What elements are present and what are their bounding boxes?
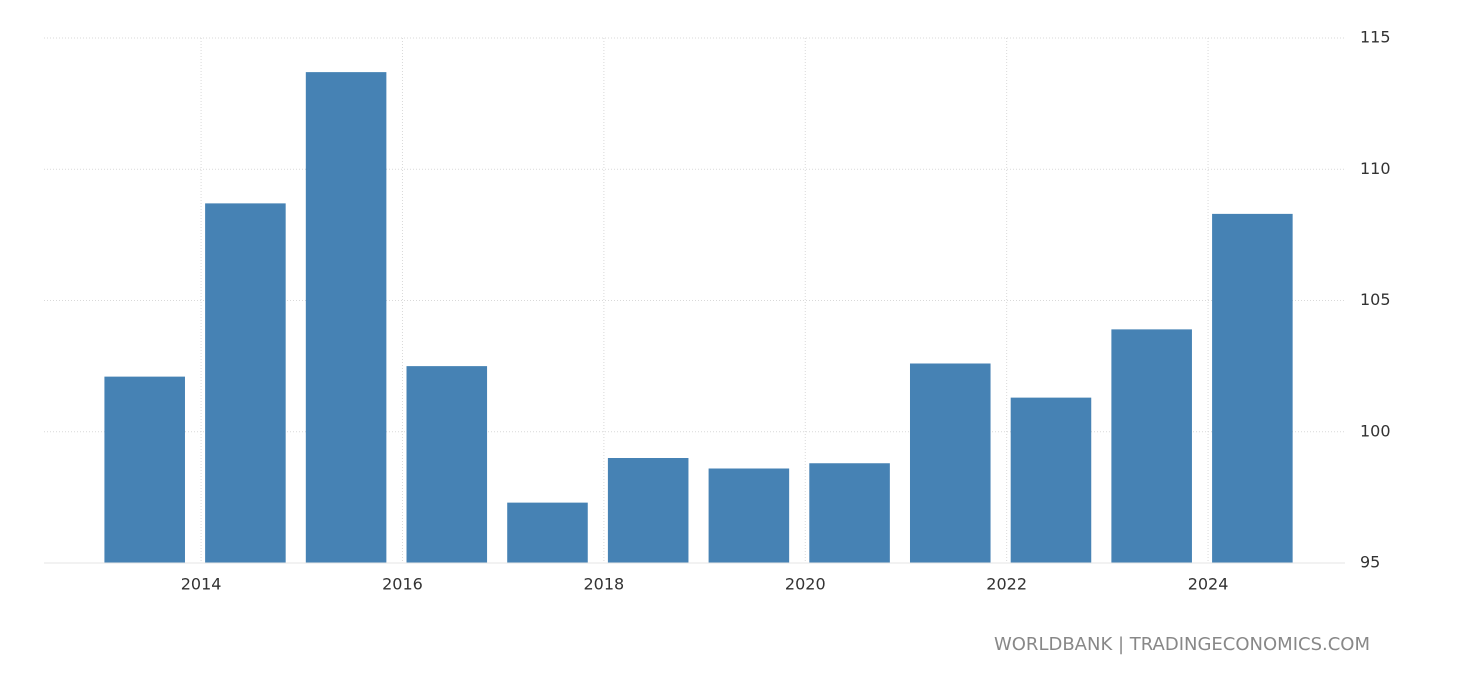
bar [406, 366, 488, 563]
bar [1212, 213, 1293, 563]
bar [809, 463, 890, 563]
bar [1010, 397, 1092, 563]
x-tick-label: 2014 [181, 575, 222, 594]
y-tick-label: 95 [1360, 553, 1380, 572]
y-tick-label: 115 [1360, 28, 1391, 47]
bar [104, 376, 185, 563]
bar [607, 458, 689, 563]
x-tick-label: 2022 [986, 575, 1027, 594]
x-tick-label: 2018 [584, 575, 625, 594]
bar [305, 72, 387, 563]
bar [507, 502, 588, 563]
source: WORLDBANK | TRADINGECONOMICS.COM [994, 634, 1370, 655]
bar [708, 468, 790, 563]
bar [1111, 329, 1192, 563]
y-tick-label: 100 [1360, 421, 1391, 440]
bar [909, 363, 991, 563]
bar [205, 203, 286, 563]
y-tick-label: 105 [1360, 290, 1391, 309]
y-tick-label: 110 [1360, 159, 1391, 178]
x-tick-label: 2016 [382, 575, 423, 594]
x-tick-label: 2024 [1188, 575, 1229, 594]
x-tick-label: 2020 [785, 575, 826, 594]
